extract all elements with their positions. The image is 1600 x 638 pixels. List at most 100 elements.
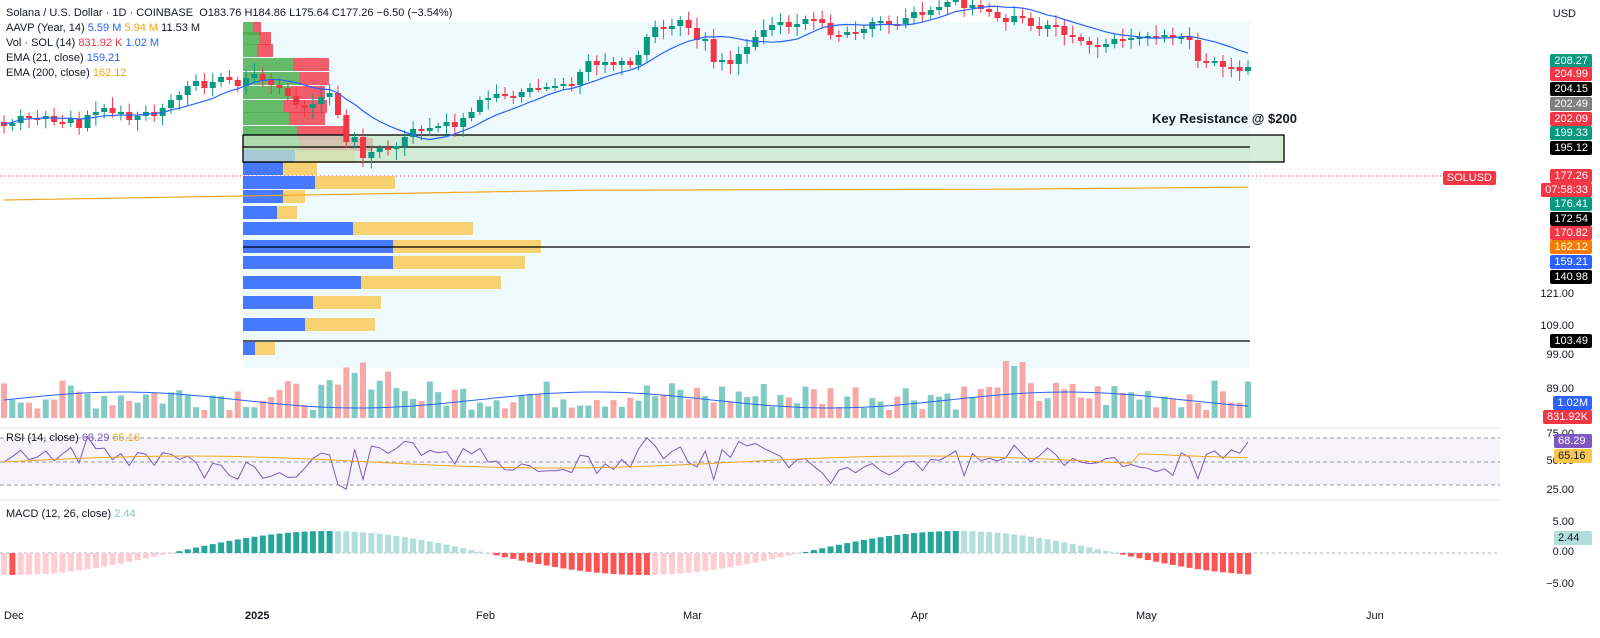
axis-tick-0: 121.00: [1540, 288, 1574, 300]
candle-21: [176, 95, 183, 100]
volume-bar-102: [852, 387, 859, 418]
volume-bar-7: [59, 380, 66, 418]
candle-95: [794, 24, 801, 27]
volume-bar-103: [860, 407, 867, 418]
vp-down-7: [289, 112, 325, 125]
volume-bar-26: [218, 396, 225, 418]
macd-bar-128: [1069, 543, 1076, 553]
candle-42: [351, 137, 358, 142]
macd-bar-12: [101, 553, 108, 567]
macd-bar-89: [744, 553, 751, 565]
macd-bar-48: [401, 537, 408, 553]
macd-bar-11: [92, 553, 99, 568]
macd-bar-108: [902, 533, 909, 553]
currency-label[interactable]: USD: [1552, 8, 1576, 20]
candle-71: [593, 61, 600, 65]
candle-31: [259, 74, 266, 80]
candle-59: [493, 94, 500, 98]
candle-79: [660, 27, 667, 29]
candle-22: [184, 86, 191, 95]
candle-8: [67, 119, 74, 123]
aavp-label[interactable]: AAVP (Year, 14): [6, 22, 85, 34]
volume-bar-122: [1019, 362, 1026, 418]
candle-125: [1044, 25, 1051, 29]
candle-108: [902, 18, 909, 24]
candle-149: [1245, 67, 1251, 71]
candle-122: [1019, 16, 1026, 18]
volume-bar-118: [986, 387, 993, 418]
macd-bar-13: [109, 553, 116, 566]
volume-bar-39: [326, 380, 333, 418]
vp-up-0: [243, 22, 253, 35]
candle-53: [443, 122, 450, 126]
candle-87: [727, 60, 734, 64]
vol-label[interactable]: Vol · SOL (14): [6, 37, 76, 49]
volume-bar-52: [435, 392, 442, 418]
macd-bar-41: [343, 531, 350, 553]
candle-89: [744, 47, 751, 54]
volume-bar-12: [101, 396, 108, 418]
candle-70: [585, 61, 592, 72]
macd-bar-32: [268, 534, 275, 553]
vp-up-19: [243, 296, 313, 309]
volume-bar-98: [819, 403, 826, 418]
volume-bar-80: [668, 383, 675, 418]
volume-bar-73: [610, 400, 617, 418]
candle-76: [635, 55, 642, 65]
vp-down-18: [361, 276, 501, 289]
candle-134: [1119, 39, 1126, 41]
volume-bar-18: [151, 392, 158, 418]
candle-62: [518, 92, 525, 97]
candle-127: [1061, 26, 1068, 35]
volume-bar-8: [67, 385, 74, 418]
volume-bar-63: [526, 394, 533, 418]
macd-bar-109: [911, 533, 918, 553]
vp-down-11: [283, 162, 317, 175]
macd-bar-29: [243, 538, 250, 553]
ohlc-readout: O183.76 H184.86 L175.64 C177.26 −6.50 (−…: [199, 7, 453, 19]
rsi-ma-line: [3, 453, 1249, 469]
macd-bar-95: [794, 553, 801, 554]
ema200-line: [3, 186, 1248, 201]
candle-114: [952, 0, 959, 2]
macd-bar-131: [1094, 549, 1101, 553]
macd-bar-24: [201, 545, 208, 553]
resistance-annotation[interactable]: Key Resistance @ $200: [1152, 111, 1297, 126]
candle-43: [360, 137, 367, 158]
candle-135: [1128, 38, 1135, 40]
candle-124: [1036, 26, 1043, 29]
candle-61: [510, 96, 517, 98]
candle-69: [577, 72, 584, 85]
vp-down-0: [253, 22, 261, 35]
macd-bar-136: [1136, 553, 1143, 559]
candle-83: [693, 28, 700, 40]
candle-65: [543, 87, 550, 89]
macd-bar-137: [1144, 553, 1151, 561]
macd-bar-44: [368, 532, 375, 553]
price-tag-0: 208.27: [1550, 54, 1592, 68]
candle-138: [1153, 36, 1160, 38]
macd-bar-40: [334, 531, 341, 553]
candle-94: [785, 22, 792, 27]
ema21-label[interactable]: EMA (21, close): [6, 52, 84, 64]
macd-bar-147: [1228, 553, 1235, 574]
candle-30: [251, 74, 258, 78]
volume-bar-107: [894, 396, 901, 418]
macd-bar-50: [418, 539, 425, 553]
volume-bar-112: [936, 396, 943, 418]
volume-bar-67: [560, 399, 567, 418]
macd-bar-53: [443, 544, 450, 553]
candle-47: [393, 146, 400, 149]
macd-label[interactable]: MACD (12, 26, close): [6, 508, 112, 520]
vp-down-4: [299, 72, 329, 85]
candle-126: [1052, 25, 1059, 27]
vp-down-19: [313, 296, 381, 309]
volume-bar-131: [1094, 386, 1101, 418]
volume-bar-31: [259, 400, 266, 418]
ema200-label[interactable]: EMA (200, close): [6, 67, 90, 79]
rsi-label[interactable]: RSI (14, close): [6, 432, 79, 444]
axis-tick-2: 99.00: [1546, 349, 1574, 361]
macd-bar-120: [1002, 533, 1009, 553]
candle-56: [468, 112, 475, 118]
